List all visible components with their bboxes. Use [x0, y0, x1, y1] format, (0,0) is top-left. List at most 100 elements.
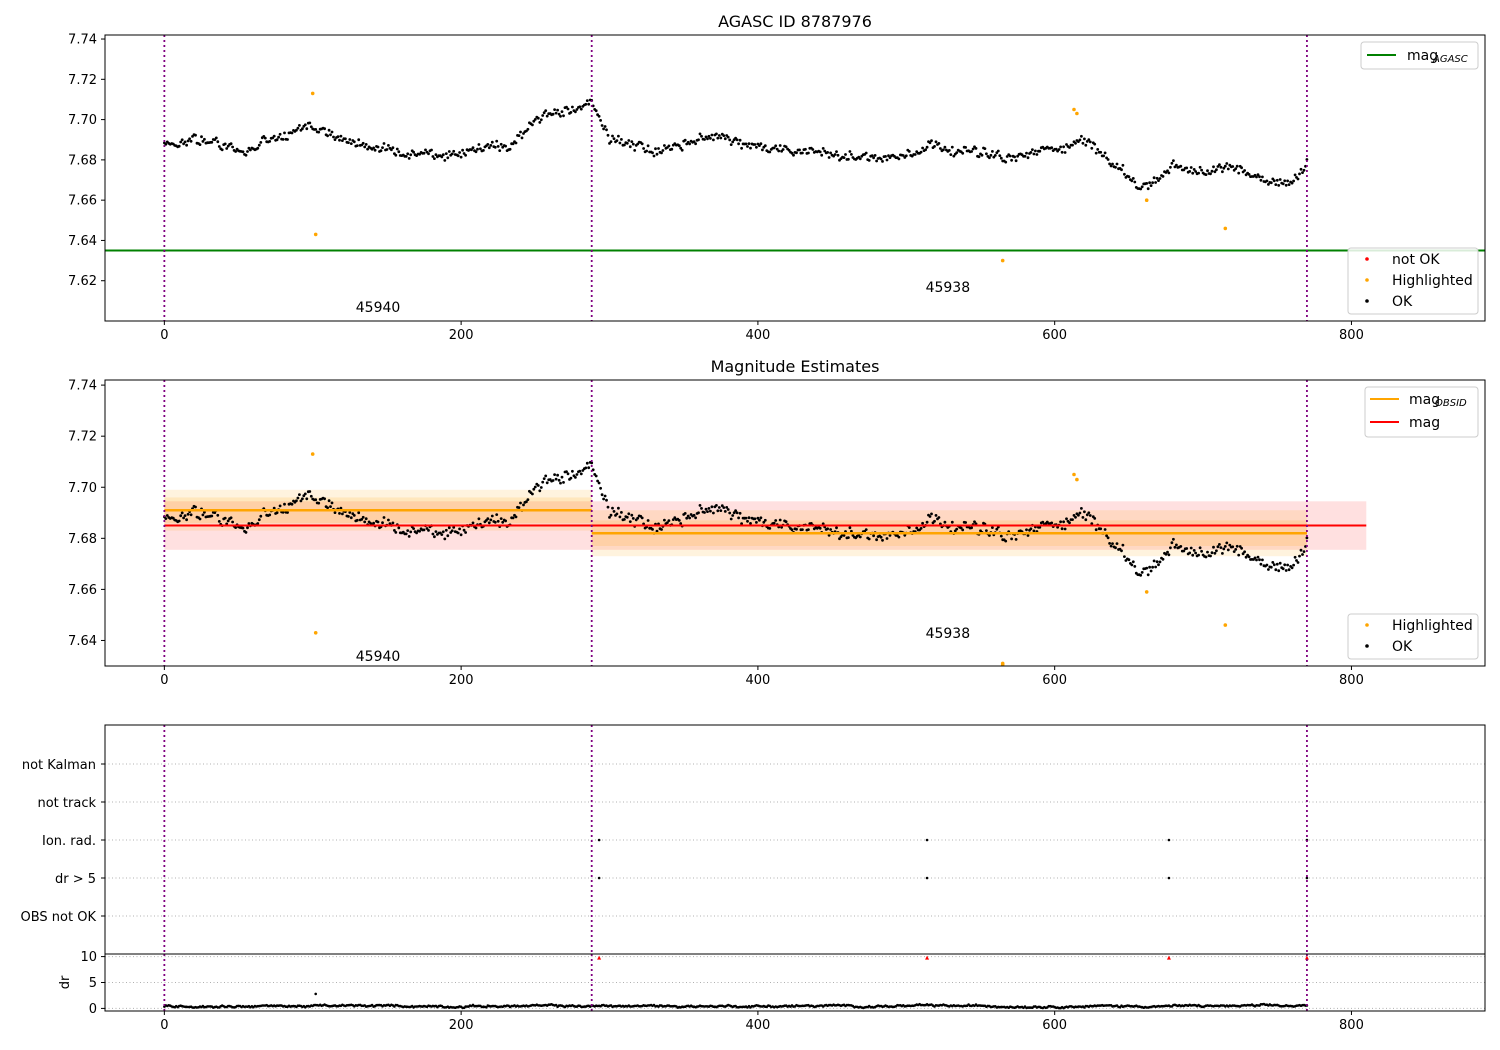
- ok-point: [210, 140, 214, 144]
- y-tick-label: 7.68: [68, 153, 97, 168]
- ok-point: [382, 516, 386, 519]
- y-tick-label: 5: [89, 976, 97, 991]
- ok-point: [1240, 546, 1243, 550]
- ok-point: [185, 143, 189, 147]
- ok-point: [620, 138, 623, 141]
- ok-point: [179, 140, 183, 144]
- ok-point: [249, 148, 252, 152]
- ok-point: [625, 515, 629, 519]
- ok-point: [1191, 553, 1195, 557]
- ok-point: [1127, 175, 1131, 179]
- ok-point: [1219, 546, 1223, 549]
- ok-point: [1084, 518, 1088, 522]
- ok-point: [406, 529, 410, 532]
- ok-point: [431, 532, 435, 536]
- ok-point: [652, 154, 656, 158]
- ok-point: [774, 144, 778, 148]
- ok-point: [569, 476, 573, 480]
- ok-point: [686, 514, 690, 518]
- ok-point: [462, 528, 466, 532]
- ok-point: [1038, 525, 1042, 529]
- ok-point: [599, 486, 602, 490]
- ok-point: [961, 151, 965, 155]
- ok-point: [1054, 147, 1058, 151]
- legend-label: OK: [1392, 639, 1413, 655]
- ok-point: [1099, 527, 1103, 531]
- ok-point: [183, 514, 187, 517]
- ok-point: [964, 521, 967, 524]
- ok-point: [560, 110, 564, 113]
- ok-point: [1139, 187, 1143, 191]
- obsid-label: 45938: [926, 626, 971, 642]
- ok-point: [1155, 560, 1159, 564]
- ok-point: [339, 134, 343, 138]
- ok-point: [847, 157, 850, 161]
- ok-point: [241, 150, 245, 154]
- ok-point: [680, 148, 684, 152]
- ok-point: [1274, 568, 1278, 572]
- ok-point: [538, 121, 542, 124]
- ok-point: [372, 146, 375, 150]
- ok-point: [677, 519, 681, 522]
- ok-point: [180, 511, 184, 515]
- y-axis-label: dr: [58, 975, 73, 989]
- ok-point: [1123, 555, 1126, 558]
- ok-point: [939, 147, 942, 150]
- ok-point: [499, 142, 503, 146]
- ok-point: [536, 116, 540, 120]
- ok-point: [660, 151, 663, 155]
- dr-outlier-point: [1304, 955, 1309, 960]
- legend-subscript: OBSID: [1435, 398, 1467, 409]
- ok-point: [554, 477, 558, 481]
- ok-point: [655, 152, 659, 156]
- ok-point: [864, 151, 868, 155]
- ok-point: [980, 153, 984, 157]
- ok-point: [1158, 177, 1162, 180]
- ok-point: [821, 522, 825, 526]
- ok-point: [256, 146, 260, 150]
- legend-label: not OK: [1392, 252, 1440, 268]
- ok-point: [715, 504, 718, 507]
- legend-box: [1347, 247, 1479, 315]
- ok-point: [182, 516, 186, 520]
- ok-point: [308, 490, 312, 493]
- ok-point: [360, 518, 364, 521]
- ok-point: [998, 154, 1002, 158]
- ok-point: [223, 516, 227, 520]
- ok-point: [600, 124, 604, 127]
- ok-point: [1281, 567, 1285, 571]
- ok-point: [517, 506, 521, 509]
- ok-point: [520, 136, 524, 140]
- ok-point: [545, 114, 549, 118]
- ok-point: [1179, 164, 1183, 168]
- ok-point: [651, 528, 654, 531]
- ok-point: [281, 510, 285, 514]
- ok-point: [1231, 165, 1235, 168]
- legend-lower: not OK Highlighted OK: [1347, 247, 1479, 315]
- ok-point: [1059, 145, 1062, 149]
- y-tick-label: 7.74: [68, 379, 97, 394]
- ok-point: [565, 470, 568, 473]
- ok-point: [597, 114, 601, 118]
- ok-point: [1301, 553, 1304, 556]
- ok-point: [526, 498, 530, 501]
- ok-point: [1031, 148, 1034, 152]
- ok-point: [531, 492, 534, 496]
- ok-point: [746, 145, 749, 148]
- ok-point: [738, 138, 742, 142]
- ok-point: [615, 512, 619, 516]
- flag-point: [925, 838, 929, 842]
- ok-point: [452, 149, 456, 153]
- ok-point: [1228, 543, 1232, 547]
- ok-point: [194, 505, 197, 509]
- ok-point: [1204, 555, 1208, 559]
- ok-point: [677, 144, 681, 148]
- legend-marker: [1365, 623, 1369, 627]
- legend-marker: [1365, 257, 1369, 261]
- ok-point: [729, 143, 733, 147]
- ok-point: [268, 513, 272, 517]
- ok-point: [1114, 165, 1117, 169]
- legend-label: Highlighted: [1392, 618, 1473, 634]
- ok-point: [578, 105, 582, 109]
